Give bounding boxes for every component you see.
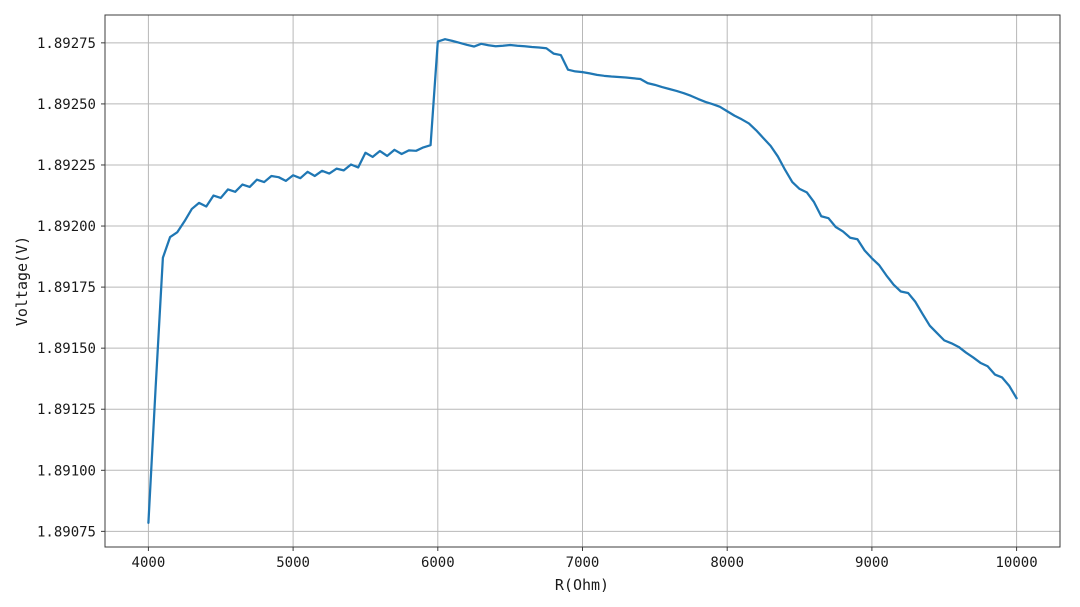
- y-tick-label: 1.89075: [37, 524, 96, 540]
- y-tick-label: 1.89125: [37, 402, 96, 418]
- x-tick-label: 4000: [132, 555, 166, 571]
- x-tick-label: 6000: [421, 555, 455, 571]
- plot-border: [104, 14, 1061, 548]
- tick-layer: 4000 5000 6000 7000 8000 9000 10000 1.89075 1.89…: [37, 36, 1038, 571]
- x-axis-label: R(Ohm): [555, 576, 609, 594]
- y-tick-label: 1.89250: [37, 97, 96, 113]
- grid-layer: [105, 15, 1060, 547]
- y-tick-label: 1.89175: [37, 280, 96, 296]
- x-tick-label: 8000: [710, 555, 744, 571]
- x-tick-label: 7000: [566, 555, 600, 571]
- voltage-curve: [147, 38, 1018, 524]
- y-axis-label: Voltage(V): [13, 236, 31, 326]
- x-tick-label: 10000: [996, 555, 1038, 571]
- x-tick-label: 9000: [855, 555, 889, 571]
- y-tick-label: 1.89225: [37, 158, 96, 174]
- y-tick-label: 1.89200: [37, 219, 96, 235]
- x-tick-label: 5000: [276, 555, 310, 571]
- y-tick-label: 1.89150: [37, 341, 96, 357]
- y-tick-label: 1.89100: [37, 463, 96, 479]
- y-tick-label: 1.89275: [37, 36, 96, 52]
